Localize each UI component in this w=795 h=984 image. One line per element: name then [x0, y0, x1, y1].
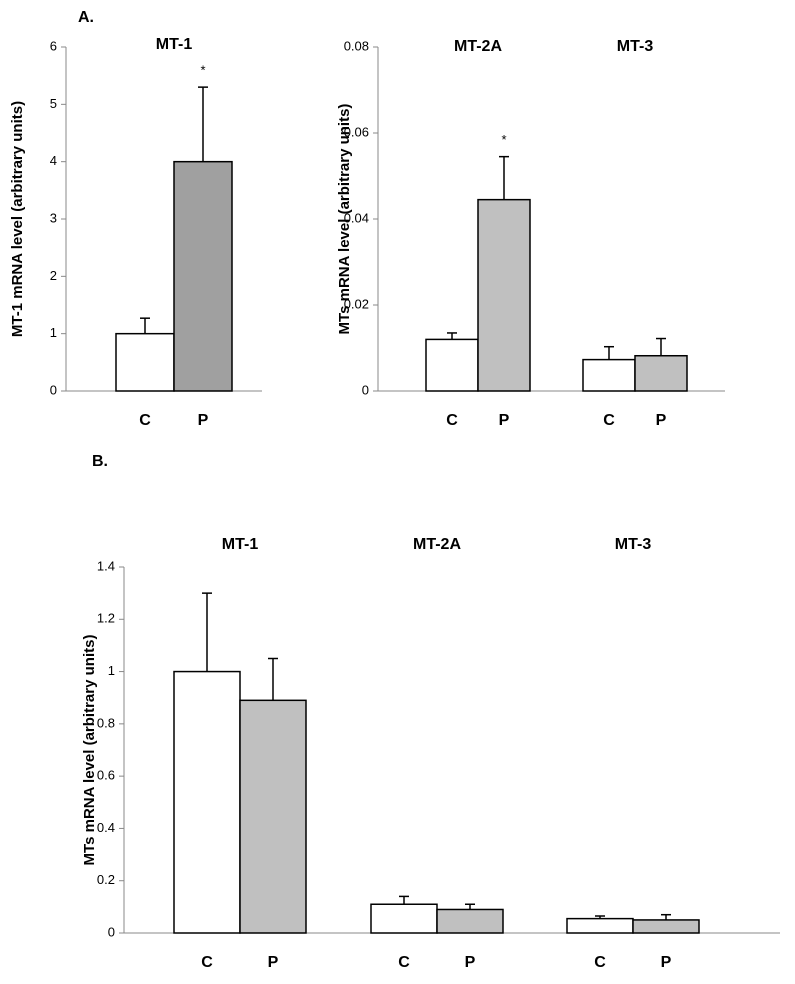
- x-tick-label: C: [594, 954, 606, 971]
- panel-label: B.: [92, 453, 108, 470]
- x-tick-label: P: [499, 412, 510, 429]
- group-title: MT-3: [617, 38, 654, 55]
- bar: [370, 903, 438, 934]
- y-tick-label: 0.08: [344, 38, 369, 53]
- group-title: MT-1: [156, 36, 193, 53]
- x-tick-label: C: [398, 954, 410, 971]
- group-title: MT-2A: [413, 536, 461, 553]
- x-tick-label: C: [201, 954, 213, 971]
- bar: [566, 917, 634, 934]
- bar: [115, 332, 175, 392]
- group-title: MT-3: [615, 536, 652, 553]
- significance-marker: *: [200, 63, 205, 78]
- bar: [239, 699, 307, 934]
- y-tick-label: 3: [50, 210, 57, 225]
- bar: [632, 919, 700, 934]
- y-tick-label: 0.6: [97, 768, 115, 783]
- bar: [436, 908, 504, 934]
- panel-label: A.: [78, 9, 94, 26]
- y-tick-label: 0.2: [97, 872, 115, 887]
- y-tick-label: 1: [50, 325, 57, 340]
- bar: [173, 160, 233, 392]
- bar: [582, 358, 636, 392]
- x-tick-label: P: [656, 412, 667, 429]
- x-tick-label: C: [603, 412, 615, 429]
- y-tick-label: 0.06: [344, 124, 369, 139]
- y-tick-label: 5: [50, 96, 57, 111]
- y-tick-label: 0.4: [97, 820, 115, 835]
- y-axis-label: MTs mRNA level (arbitrary units): [336, 104, 353, 335]
- group-title: MT-2A: [454, 38, 502, 55]
- y-tick-label: 0.04: [344, 210, 369, 225]
- y-tick-label: 4: [50, 153, 57, 168]
- x-tick-label: C: [446, 412, 458, 429]
- y-tick-label: 1.4: [97, 558, 115, 573]
- y-tick-label: 1: [108, 663, 115, 678]
- x-tick-label: P: [661, 954, 672, 971]
- x-tick-label: P: [268, 954, 279, 971]
- y-tick-label: 1.2: [97, 611, 115, 626]
- x-tick-label: C: [139, 412, 151, 429]
- bar: [634, 354, 688, 392]
- bar: [173, 670, 241, 934]
- y-axis-label: MTs mRNA level (arbitrary units): [81, 635, 98, 866]
- group-title: MT-1: [222, 536, 259, 553]
- y-tick-label: 2: [50, 268, 57, 283]
- significance-marker: *: [501, 132, 506, 147]
- y-tick-label: 0: [50, 382, 57, 397]
- y-axis-label: MT-1 mRNA level (arbitrary units): [9, 101, 26, 337]
- y-tick-label: 6: [50, 38, 57, 53]
- x-tick-label: P: [465, 954, 476, 971]
- y-tick-label: 0.8: [97, 715, 115, 730]
- y-tick-label: 0: [362, 382, 369, 397]
- y-tick-label: 0: [108, 924, 115, 939]
- bar: [477, 198, 531, 392]
- x-tick-label: P: [198, 412, 209, 429]
- y-tick-label: 0.02: [344, 296, 369, 311]
- bar: [425, 338, 479, 392]
